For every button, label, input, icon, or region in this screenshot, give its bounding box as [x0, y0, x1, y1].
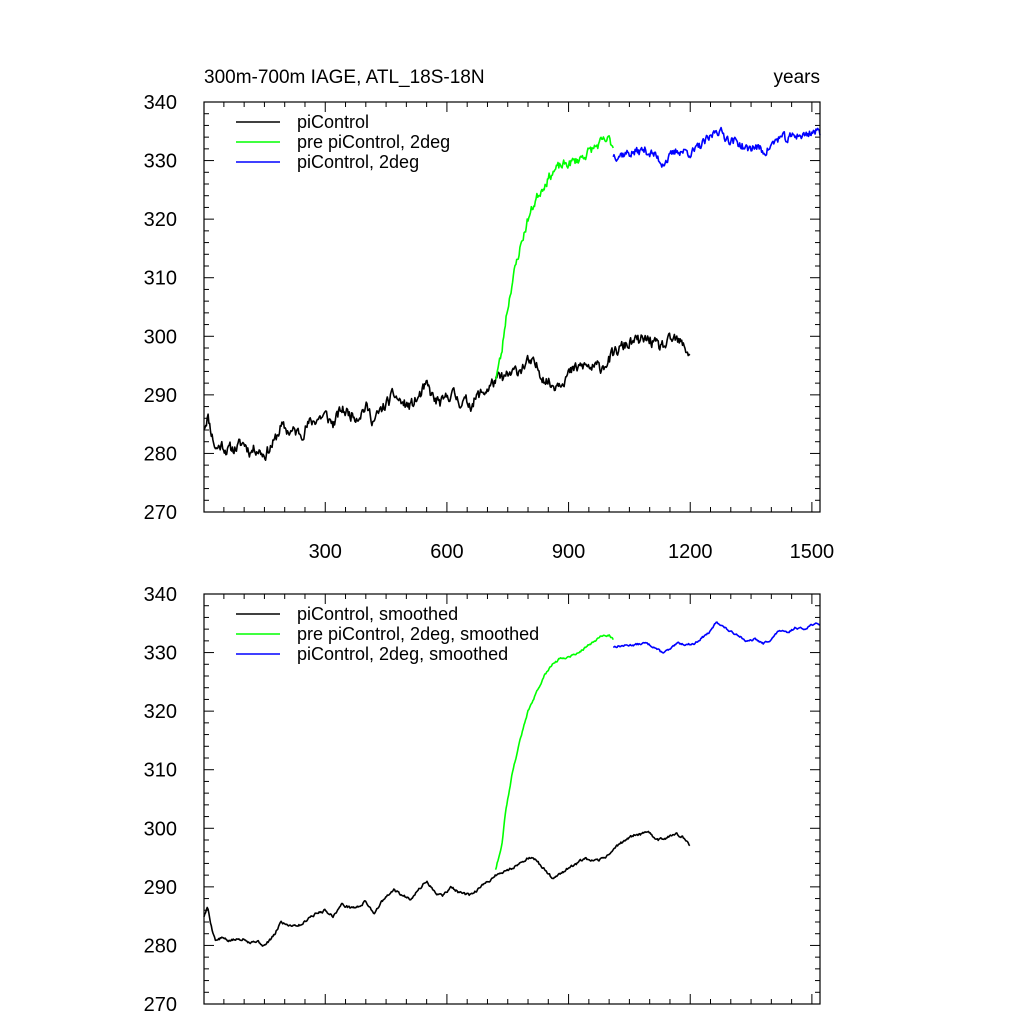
- y-tick-label: 340: [144, 92, 177, 114]
- y-tick-label: 340: [144, 584, 177, 606]
- legend-label-1: pre piControl, 2deg: [297, 132, 450, 152]
- series-line-1: [494, 135, 614, 380]
- y-tick-label: 290: [144, 385, 177, 407]
- y-tick-label: 320: [144, 209, 177, 231]
- top-chart-panel: 300m-700m IAGE, ATL_18S-18N years 270 280…: [144, 67, 835, 563]
- x-tick-label: 600: [430, 541, 463, 563]
- x-tick-label: 1200: [668, 541, 713, 563]
- chart-right-title: years: [774, 67, 820, 88]
- legend-label-0: piControl: [297, 112, 369, 132]
- legend-label-2: piControl, 2deg, smoothed: [297, 644, 508, 664]
- plot-frame: [203, 101, 821, 513]
- legend-label-2: piControl, 2deg: [297, 152, 419, 172]
- y-tick-label: 300: [144, 326, 177, 348]
- series-line-1: [494, 634, 614, 870]
- series-line-0: [203, 830, 691, 947]
- y-tick-label: 310: [144, 268, 177, 290]
- series-line-2: [612, 126, 821, 168]
- y-tick-label: 330: [144, 643, 177, 665]
- x-tick-label: 300: [309, 541, 342, 563]
- y-tick-label: 320: [144, 701, 177, 723]
- plot-frame: [203, 593, 821, 1005]
- x-tick-label: 900: [552, 541, 585, 563]
- series-line-2: [613, 621, 821, 654]
- y-tick-label: 270: [144, 994, 177, 1016]
- legend-label-0: piControl, smoothed: [297, 604, 458, 624]
- y-tick-label: 280: [144, 935, 177, 957]
- y-tick-label: 330: [144, 151, 177, 173]
- y-tick-label: 280: [144, 443, 177, 465]
- legend-label-1: pre piControl, 2deg, smoothed: [297, 624, 539, 644]
- chart-title: 300m-700m IAGE, ATL_18S-18N: [204, 67, 485, 88]
- bottom-chart-panel: 270 280 290 300 310 320 330 340 piControl, smoot…: [144, 584, 821, 1016]
- y-tick-label: 300: [144, 818, 177, 840]
- x-tick-label: 1500: [790, 541, 835, 563]
- y-tick-label: 290: [144, 877, 177, 899]
- y-tick-label: 310: [144, 760, 177, 782]
- y-tick-label: 270: [144, 502, 177, 524]
- series-line-0: [203, 332, 691, 461]
